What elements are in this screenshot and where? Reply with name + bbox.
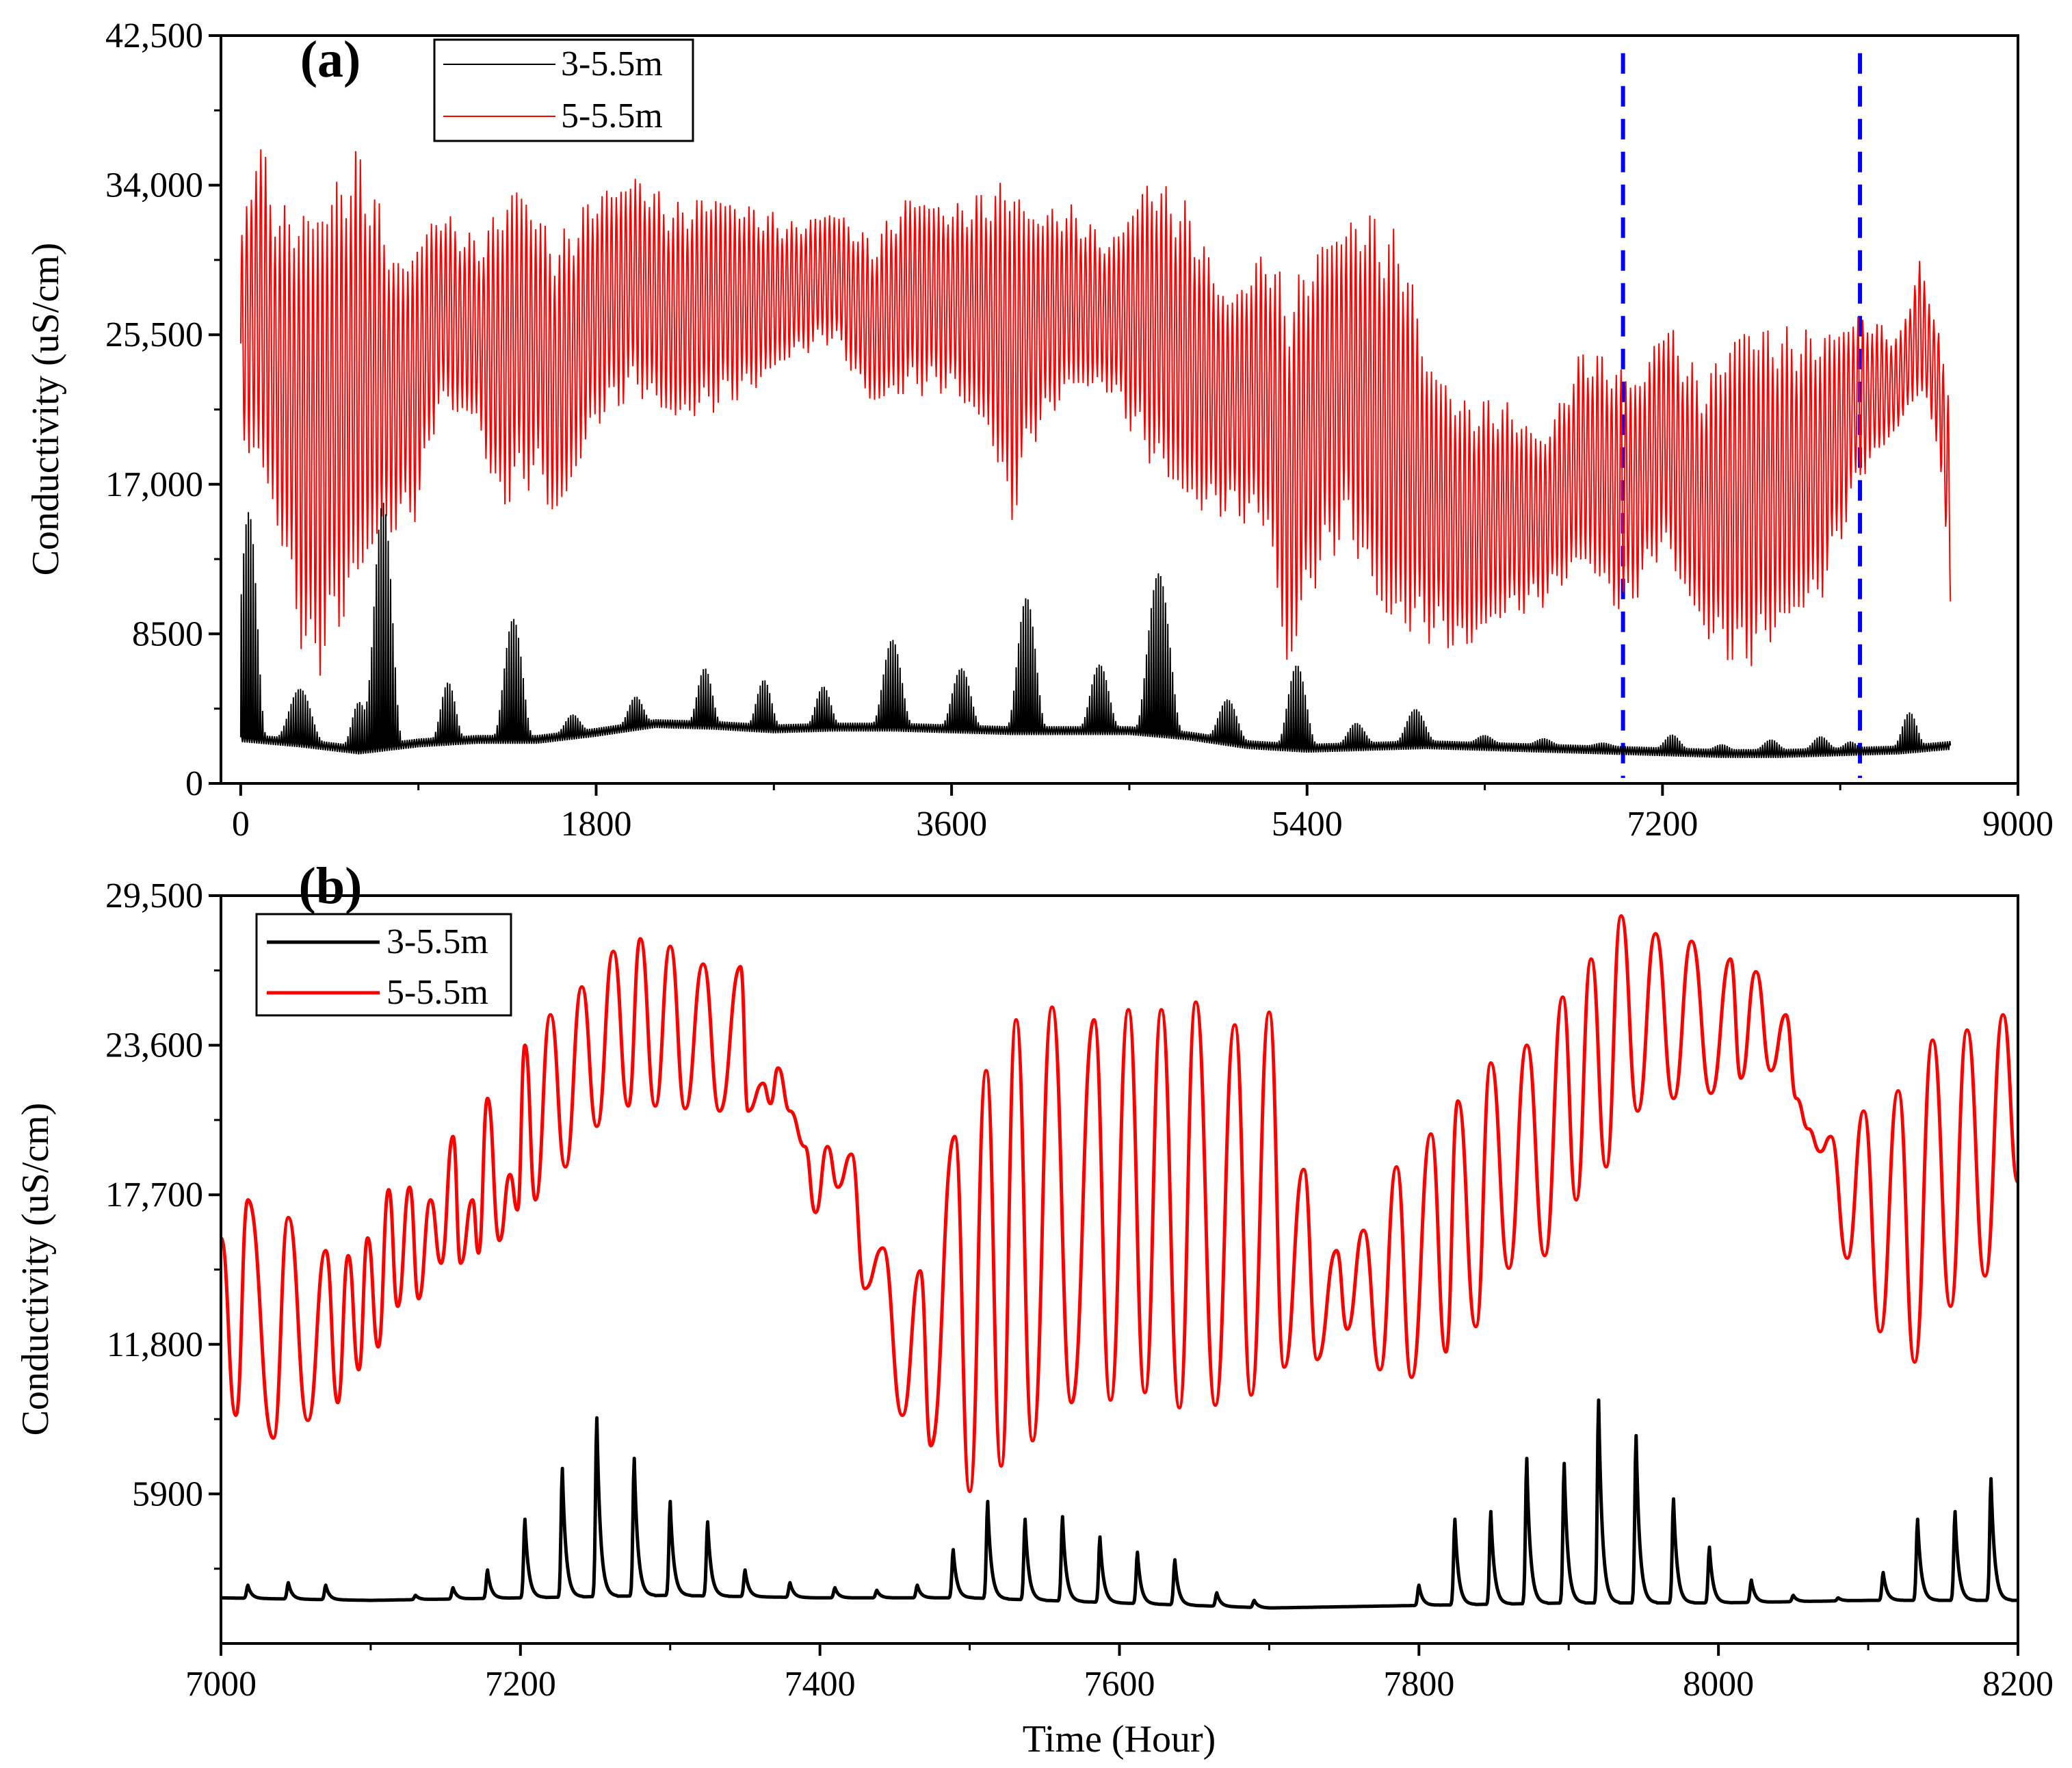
panel-a-y-tick-label: 8500 xyxy=(132,614,203,653)
panel-a-y-tick-label: 0 xyxy=(185,764,203,803)
panel-b-y-tick-label: 5900 xyxy=(132,1474,203,1513)
panel-a-x-tick-label: 1800 xyxy=(560,805,631,844)
panel-a-legend: 3-5.5m 5-5.5m xyxy=(433,38,694,142)
panel-a-label: (a) xyxy=(300,31,361,88)
panel-a-y-tick-label: 34,000 xyxy=(105,166,203,205)
panel-b-y-tick-label: 23,600 xyxy=(105,1026,203,1065)
panel-b-series-5-5.5m-line xyxy=(219,914,2020,1494)
panel-b-legend-label-3m: 3-5.5m xyxy=(386,922,488,961)
panel-b-y-tick-label: 17,700 xyxy=(105,1175,203,1214)
panel-a-x-tick-label: 7200 xyxy=(1627,805,1698,844)
panel-a-chart: 0 1800 3600 5400 7200 9000 0 8500 17,000 25,500 34… xyxy=(25,16,2054,844)
panel-a-legend-label-5m: 5-5.5m xyxy=(561,96,663,135)
panel-b-legend-box xyxy=(255,913,512,1017)
panel-b-y-tick-label: 29,500 xyxy=(105,876,203,915)
panel-b-x-tick-label: 7400 xyxy=(785,1665,856,1704)
panel-a-x-tick-label: 3600 xyxy=(916,805,987,844)
panel-b-x-tick-label: 8000 xyxy=(1683,1665,1754,1704)
panel-b-y-tick-label: 11,800 xyxy=(107,1325,203,1364)
panel-b-y-axis-title: Conductivity (uS/cm) xyxy=(14,1103,57,1436)
panel-a-x-tick-label: 5400 xyxy=(1272,805,1343,844)
panel-a-legend-box xyxy=(433,38,694,142)
panel-b-series-3-5.5m-line xyxy=(220,1398,2019,1610)
panel-a-x-tick-label: 0 xyxy=(232,805,250,844)
panel-a-series xyxy=(239,149,1952,758)
panel-b-legend: 3-5.5m 5-5.5m xyxy=(255,913,512,1017)
panel-a-legend-label-3m: 3-5.5m xyxy=(561,44,663,83)
panel-b-x-tick-label: 8200 xyxy=(1982,1665,2054,1704)
panel-b-series xyxy=(219,914,2020,1610)
panel-a-y-axis-title: Conductivity (uS/cm) xyxy=(25,243,67,576)
panel-a-x-tick-label: 9000 xyxy=(1982,805,2054,844)
panel-b-x-tick-label: 7200 xyxy=(485,1665,556,1704)
panel-b-x-tick-label: 7800 xyxy=(1383,1665,1454,1704)
panel-b-ticks: 7000 7200 7400 7600 7800 8000 8200 5900 11,800 17… xyxy=(105,876,2054,1704)
panel-b-x-axis-title: Time (Hour) xyxy=(1023,1718,1216,1760)
panel-a-series-3-5.5m-line xyxy=(239,502,1952,758)
panel-b-chart: 7000 7200 7400 7600 7800 8000 8200 5900 11,800 17… xyxy=(14,857,2054,1760)
panel-b-x-tick-label: 7000 xyxy=(185,1665,257,1704)
panel-b-x-tick-label: 7600 xyxy=(1084,1665,1155,1704)
panel-b-label: (b) xyxy=(299,857,363,915)
panel-a-ticks: 0 1800 3600 5400 7200 9000 0 8500 17,000 25,500 34… xyxy=(105,16,2054,844)
panel-b-legend-label-5m: 5-5.5m xyxy=(386,973,488,1012)
panel-a-y-tick-label: 42,500 xyxy=(105,16,203,55)
panel-a-y-tick-label: 17,000 xyxy=(105,465,203,504)
panel-a-series-5-5.5m-line xyxy=(239,149,1952,676)
panel-a-y-tick-label: 25,500 xyxy=(105,315,203,354)
